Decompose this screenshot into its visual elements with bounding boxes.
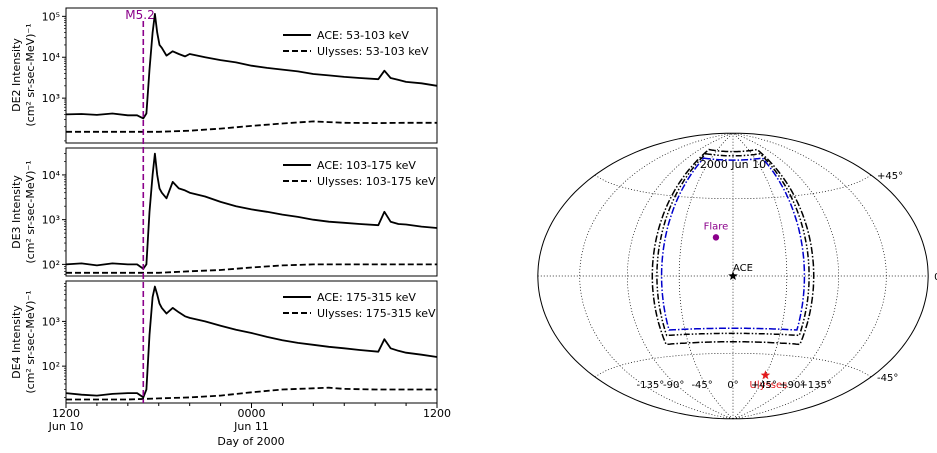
parallel — [594, 352, 872, 378]
event-label: M5.2 — [125, 8, 154, 22]
y-tick-label: 10⁴ — [42, 169, 61, 182]
map-title: 2000 Jun 10 — [700, 158, 766, 171]
legend-label-ulysses-de2: Ulysses: 53-103 keV — [317, 45, 429, 58]
y-tick-label: 10² — [42, 258, 60, 271]
lat-tick-label: -45° — [877, 373, 898, 384]
series-ace-line — [65, 12, 438, 120]
ace-star-icon — [728, 271, 738, 280]
panel-de4-ylabel-2: (cm² sr-sec-MeV)⁻¹ — [24, 290, 37, 393]
ace-label: ACE — [733, 263, 753, 274]
panel-de2: 10⁵ 10⁴ 10³ M5.2 DE2 Intensity (cm² sr-sec… — [10, 7, 438, 144]
x-axis-label: Day of 2000 — [217, 435, 284, 448]
y-tick-label: 10³ — [42, 315, 60, 328]
meridian — [678, 132, 734, 420]
legend-label-ace-de3: ACE: 103-175 keV — [317, 159, 416, 172]
y-tick-label: 10³ — [42, 214, 60, 227]
panel-de2-ylabel-1: DE2 Intensity — [10, 38, 23, 112]
lon-tick-label: -135° — [637, 380, 665, 391]
time-series-figure: 10⁵ 10⁴ 10³ M5.2 DE2 Intensity (cm² sr-sec… — [10, 7, 451, 448]
panel-de3-frame — [65, 147, 438, 277]
map-fov-outlines — [651, 148, 815, 346]
panel-de2-marks — [65, 12, 438, 133]
panel-de3-legend: ACE: 103-175 keV Ulysses: 103-175 keV — [283, 159, 436, 188]
panel-de4-legend: ACE: 175-315 keV Ulysses: 175-315 keV — [283, 291, 436, 320]
panel-de2-ylabel-2: (cm² sr-sec-MeV)⁻¹ — [24, 23, 37, 126]
lat-tick-label: +45° — [877, 171, 903, 182]
y-tick-label: 10⁴ — [42, 51, 61, 64]
legend-label-ulysses-de4: Ulysses: 175-315 keV — [317, 307, 436, 320]
fov-outline — [660, 157, 806, 331]
meridian — [732, 132, 887, 420]
x-tick-label: 1200 — [52, 407, 80, 420]
series-ulysses-line — [66, 120, 437, 133]
panel-de3-ylabel-1: DE3 Intensity — [10, 175, 23, 249]
lon-tick-label: -45° — [691, 380, 712, 391]
y-tick-label: 10³ — [42, 92, 60, 105]
fov-outline — [656, 152, 810, 337]
series-ace-line — [65, 285, 438, 399]
legend-label-ace-de4: ACE: 175-315 keV — [317, 291, 416, 304]
panel-de4-yticks: 10³ 10² — [42, 283, 66, 398]
panel-de3: 10⁴ 10³ 10² DE3 Intensity (cm² sr-sec-MeV)… — [10, 147, 438, 277]
map-tick-labels: -135°-90°-45°0°+45°+90°+135°+45°0°-45° — [637, 171, 937, 391]
meridian — [627, 132, 734, 420]
lat-tick-label: 0° — [934, 272, 937, 283]
x-tick-label: 1200 — [423, 407, 451, 420]
panel-de4-marks — [65, 285, 438, 401]
panel-de2-yticks: 10⁵ 10⁴ 10³ — [42, 10, 66, 142]
legend-label-ace-de2: ACE: 53-103 keV — [317, 29, 409, 42]
x-tick-label: 0000 — [238, 407, 266, 420]
legend-label-ulysses-de3: Ulysses: 103-175 keV — [317, 175, 436, 188]
lon-tick-label: 0° — [727, 380, 738, 391]
panel-de3-yticks: 10⁴ 10³ 10² — [42, 153, 66, 275]
panel-de4-ylabel-1: DE4 Intensity — [10, 305, 23, 379]
panel-de2-legend: ACE: 53-103 keV Ulysses: 53-103 keV — [283, 29, 429, 58]
flare-label: Flare — [704, 221, 729, 232]
x-tick-date: Jun 11 — [233, 420, 269, 433]
panel-de2-frame — [65, 7, 438, 144]
fov-outline — [651, 148, 815, 346]
lon-tick-label: +135° — [799, 380, 831, 391]
map-points: Flare ACE Ulysses — [704, 221, 788, 391]
ulysses-label: Ulysses — [750, 380, 788, 391]
lon-tick-label: +90° — [779, 380, 805, 391]
parallel — [594, 174, 872, 200]
lon-tick-label: +45° — [751, 380, 777, 391]
y-tick-label: 10² — [42, 360, 60, 373]
y-tick-label: 10⁵ — [42, 10, 60, 23]
ulysses-star-icon — [760, 370, 771, 380]
flare-marker — [712, 234, 720, 241]
series-ulysses-line — [66, 263, 437, 274]
lon-tick-label: -90° — [663, 380, 684, 391]
sky-map: 2000 Jun 10 Flare ACE Ulysses -135°-90° -45… — [537, 132, 937, 420]
series-ulysses-line — [66, 386, 437, 401]
x-tick-date: Jun 10 — [48, 420, 84, 433]
meridian — [732, 132, 839, 420]
map-outline — [537, 132, 929, 420]
panel-de3-ylabel-2: (cm² sr-sec-MeV)⁻¹ — [24, 160, 37, 263]
